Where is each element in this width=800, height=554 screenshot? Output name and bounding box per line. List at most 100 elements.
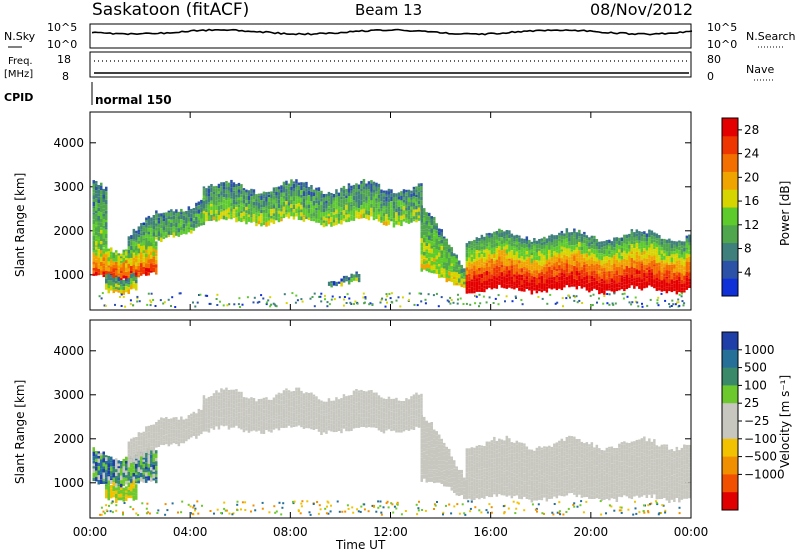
echo-cell [205,204,208,209]
echo-cell [122,491,125,497]
echo-cell [610,268,614,271]
echo-cell [663,259,666,264]
echo-cell [428,225,431,230]
echo-cell [350,415,353,419]
echo-cell [107,254,110,258]
echo-cell [420,432,423,436]
echo-cell [332,429,336,433]
echo-cell [535,240,539,245]
echo-cell [315,207,318,211]
echo-cell [292,412,296,418]
echo-cell [167,221,171,225]
echo-cell [387,426,391,430]
echo-cell [137,445,141,449]
echo-cell [640,233,644,237]
echo-cell [580,257,584,261]
echo-cell [623,281,626,285]
echo-cell [560,239,564,243]
echo-cell [407,403,411,406]
echo-cell [192,227,196,231]
echo-cell [535,260,539,263]
echo-cell [630,266,634,270]
echo-cell [217,425,221,430]
y-tick-label: 2000 [53,224,84,238]
scatter-speckle [614,302,617,305]
echo-cell [423,249,426,252]
echo-cell [285,214,288,217]
echo-cell [240,402,243,407]
echo-cell [415,215,418,220]
echo-cell [242,408,246,412]
echo-cell [590,286,594,291]
echo-cell [528,286,531,291]
echo-cell [400,406,403,411]
echo-cell [342,212,346,215]
echo-cell [655,240,659,244]
echo-cell [460,264,463,269]
echo-cell [372,208,376,213]
echo-cell [242,416,246,420]
echo-cell [455,258,458,262]
echo-cell [590,264,594,268]
echo-cell [355,277,358,282]
echo-cell [488,232,491,236]
echo-cell [402,197,406,200]
scatter-speckle [384,305,387,308]
scatter-speckle [238,297,241,300]
echo-cell [585,279,589,284]
echo-cell [558,285,561,289]
echo-cell [105,287,108,290]
echo-cell [345,279,348,282]
echo-cell [340,281,343,287]
scatter-speckle [613,292,616,295]
echo-cell [535,262,539,266]
echo-cell [588,279,591,283]
echo-cell [548,262,551,265]
echo-cell [132,440,136,443]
echo-cell [468,269,471,274]
echo-cell [355,394,358,398]
echo-cell [290,199,293,205]
echo-cell [285,204,288,210]
echo-cell [160,424,163,429]
echo-cell [315,418,318,423]
echo-cell [595,284,599,287]
echo-cell [435,262,438,266]
echo-cell [180,219,183,223]
echo-cell [377,414,381,419]
echo-cell [247,420,251,424]
echo-cell [570,269,574,272]
echo-cell [668,246,671,252]
echo-cell [575,232,579,235]
echo-cell [165,235,168,238]
echo-cell [102,245,105,248]
echo-cell [212,420,216,426]
echo-cell [355,215,358,219]
echo-cell [215,215,218,219]
echo-cell [412,209,416,214]
echo-cell [280,420,283,425]
echo-cell [260,207,263,210]
echo-cell [493,247,496,252]
echo-cell [95,231,98,236]
echo-cell [227,182,231,187]
echo-cell [530,279,534,282]
echo-cell [232,190,236,193]
echo-cell [180,433,183,439]
echo-cell [428,216,431,221]
echo-cell [125,488,128,491]
echo-cell [653,232,656,237]
echo-cell [270,427,273,430]
echo-cell [125,263,128,268]
echo-cell [417,215,421,218]
echo-cell [433,441,436,445]
echo-cell [110,259,113,264]
echo-cell [435,435,438,441]
echo-cell [628,251,631,256]
echo-cell [357,413,361,417]
echo-cell [105,240,108,245]
echo-cell [435,446,438,451]
echo-cell [117,290,120,293]
echo-cell [435,457,438,463]
echo-cell [397,416,401,421]
